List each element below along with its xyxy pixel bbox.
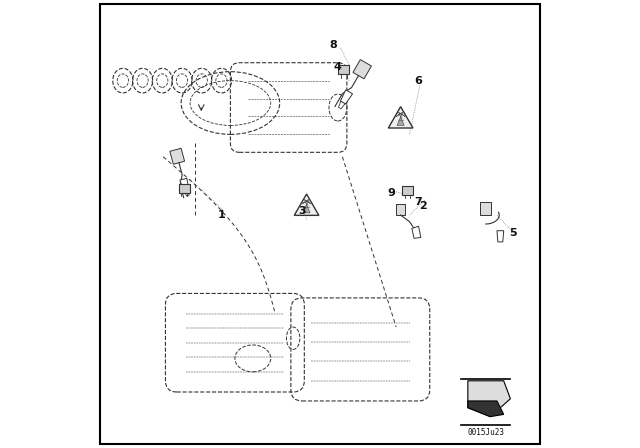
Text: 7: 7 xyxy=(415,197,422,207)
Bar xyxy=(179,184,190,193)
Text: 3: 3 xyxy=(298,206,306,215)
Polygon shape xyxy=(184,190,189,196)
Polygon shape xyxy=(340,90,353,104)
Text: 6: 6 xyxy=(415,76,422,86)
Text: ⚠: ⚠ xyxy=(397,116,404,122)
Bar xyxy=(338,65,349,74)
Text: 0015Ju23: 0015Ju23 xyxy=(467,428,504,437)
Text: 4: 4 xyxy=(334,62,342,72)
Polygon shape xyxy=(497,231,504,242)
Polygon shape xyxy=(396,204,405,215)
Polygon shape xyxy=(302,199,311,213)
Polygon shape xyxy=(180,178,189,191)
Text: 1: 1 xyxy=(218,210,225,220)
Text: 9: 9 xyxy=(388,188,396,198)
Polygon shape xyxy=(170,148,184,164)
Polygon shape xyxy=(339,101,345,109)
Bar xyxy=(402,186,413,195)
Polygon shape xyxy=(353,60,371,79)
Polygon shape xyxy=(468,401,504,417)
Polygon shape xyxy=(396,112,405,125)
Polygon shape xyxy=(468,381,511,417)
Text: 8: 8 xyxy=(330,40,337,50)
Text: 5: 5 xyxy=(509,228,516,238)
Polygon shape xyxy=(481,202,491,215)
Polygon shape xyxy=(412,226,421,238)
Text: ⚠: ⚠ xyxy=(303,203,310,209)
Text: 2: 2 xyxy=(419,201,427,211)
Polygon shape xyxy=(294,194,319,215)
Polygon shape xyxy=(388,107,413,128)
